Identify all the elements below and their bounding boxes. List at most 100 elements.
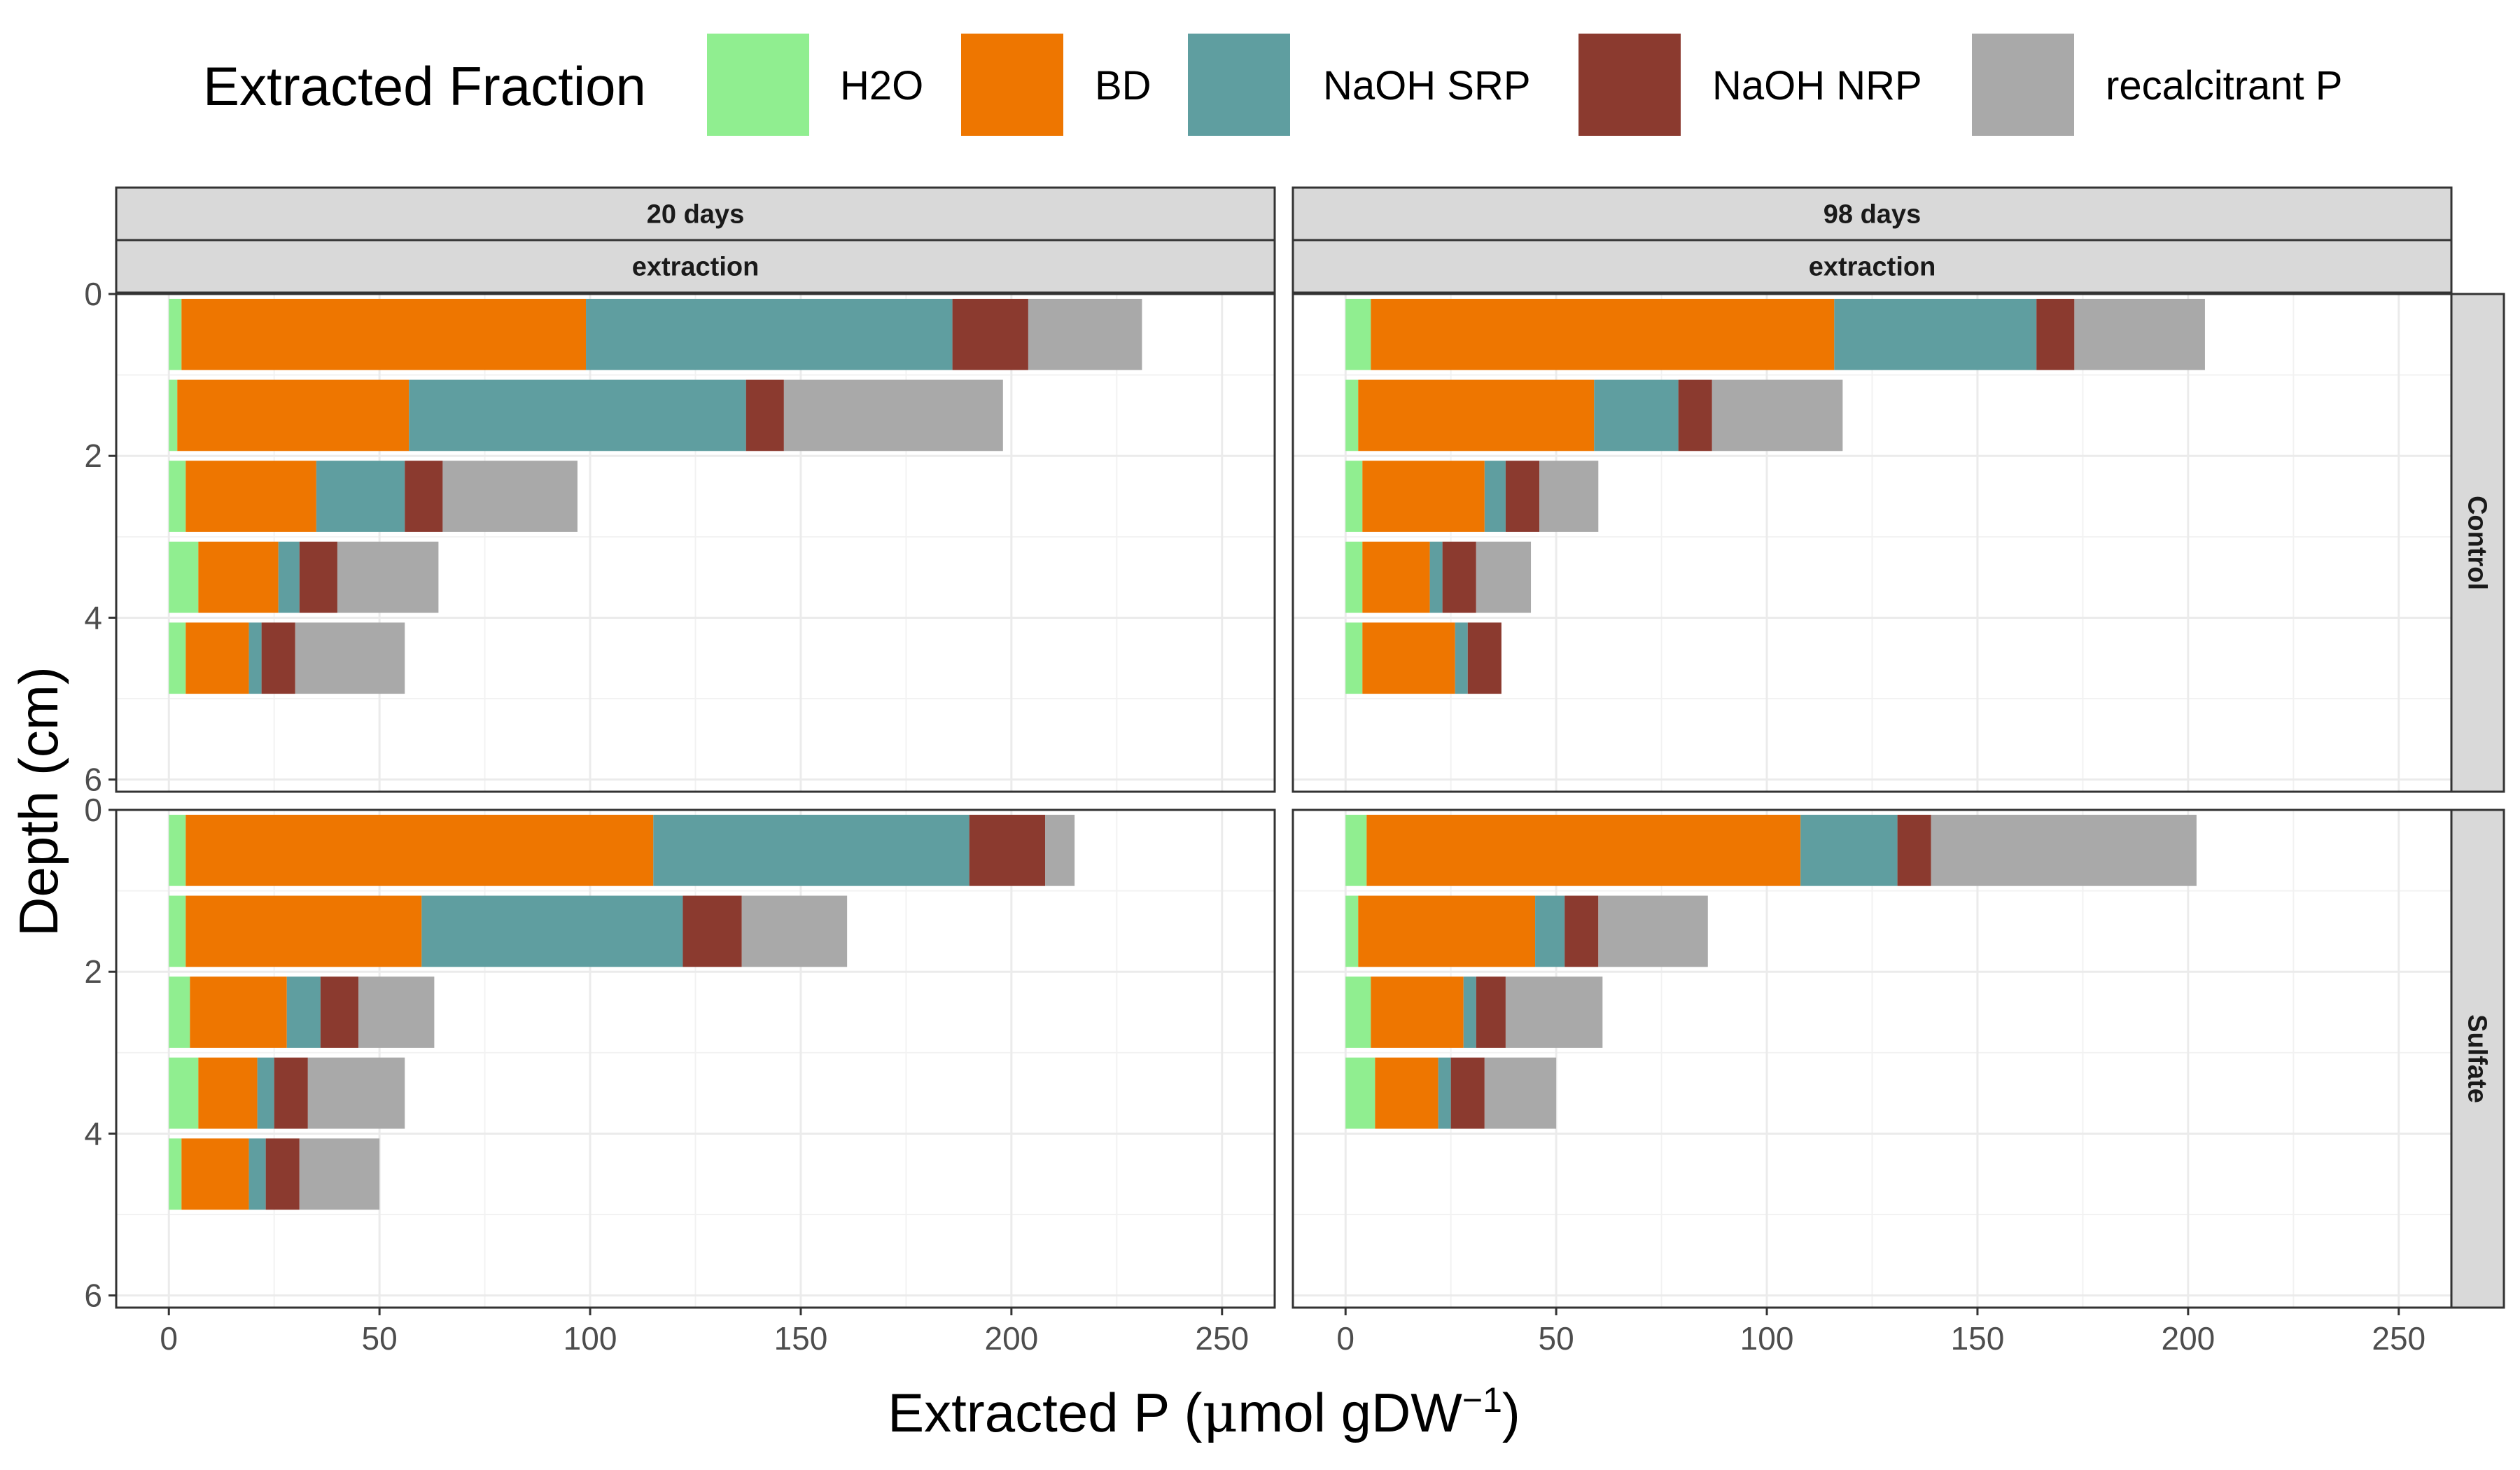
bar-segment-naoh-nrp-d1 <box>1678 379 1712 451</box>
bar-segment-h2o-d1 <box>169 379 178 451</box>
x-axis-title-main: Extracted P ( <box>888 1382 1202 1443</box>
y-tick-label: 4 <box>84 1115 102 1152</box>
bar-segment-h2o-d0 <box>1345 298 1371 370</box>
bar-segment-bd-d1 <box>177 379 410 451</box>
bar-segment-naoh-nrp-d4 <box>1467 622 1502 694</box>
bar-segment-naoh-srp-d2 <box>316 461 405 532</box>
bar-segment-bd-d2 <box>186 461 316 532</box>
bar-segment-naoh-srp-d2 <box>1484 461 1506 532</box>
strip-row-0 <box>2450 293 2505 793</box>
strip-col-0-label: 20 days <box>647 200 744 230</box>
bar-segment-h2o-d3 <box>169 1057 199 1129</box>
panel-0 <box>115 293 1276 793</box>
bar-segment-naoh-nrp-d2 <box>1505 461 1540 532</box>
bar-segment-bd-d2 <box>1362 461 1485 532</box>
bar-segment-naoh-nrp-d4 <box>261 622 295 694</box>
bar-segment-bd-d0 <box>181 298 587 370</box>
strip-extraction-1-label: extraction <box>1809 253 1936 282</box>
x-tick-label: 150 <box>774 1320 828 1357</box>
legend-title: Extracted Fraction <box>203 55 646 117</box>
y-tick-label: 4 <box>84 599 102 636</box>
x-tick-label: 200 <box>2161 1320 2215 1357</box>
bar-segment-naoh-nrp-d0 <box>952 298 1028 370</box>
bar-segment-recalcitrant-p-d1 <box>1712 379 1843 451</box>
y-tick-label: 2 <box>84 953 102 990</box>
legend-label-2: NaOH SRP <box>1323 63 1531 108</box>
bar-segment-naoh-nrp-d3 <box>1450 1057 1485 1129</box>
bar-segment-h2o-d0 <box>169 814 186 886</box>
legend-label-1: BD <box>1095 63 1152 108</box>
bar-segment-naoh-srp-d3 <box>1438 1057 1451 1129</box>
bar-segment-bd-d3 <box>198 541 279 613</box>
bar-segment-bd-d2 <box>190 976 287 1048</box>
bar-segment-naoh-srp-d1 <box>1594 379 1679 451</box>
strip-col-0 <box>115 186 1276 241</box>
bar-segment-h2o-d4 <box>1345 622 1363 694</box>
bar-segment-recalcitrant-p-d2 <box>1539 461 1599 532</box>
legend: Extracted Fraction H2O BD NaOH SRP NaOH NRP… <box>203 34 2342 136</box>
bar-segment-naoh-srp-d1 <box>409 379 746 451</box>
panel-border <box>115 293 1276 793</box>
strip-col-1-label: 98 days <box>1823 200 1921 230</box>
bar-segment-h2o-d0 <box>169 298 182 370</box>
x-tick-label: 150 <box>1951 1320 2005 1357</box>
bar-segment-h2o-d2 <box>169 461 186 532</box>
panel-border <box>115 808 1276 1309</box>
bar-segment-naoh-srp-d2 <box>1463 976 1476 1048</box>
bar-segment-naoh-srp-d3 <box>278 541 300 613</box>
strip-row-1-label: Sulfate <box>2463 1014 2492 1103</box>
x-tick-label: 200 <box>984 1320 1038 1357</box>
bar-segment-bd-d1 <box>1358 895 1536 967</box>
bar-segment-naoh-srp-d3 <box>1429 541 1443 613</box>
x-axis-title-mu: μ <box>1203 1382 1238 1445</box>
strip-col-1 <box>1292 186 2453 241</box>
x-tick-label: 100 <box>1740 1320 1794 1357</box>
x-tick-label: 50 <box>1539 1320 1574 1357</box>
y-tick-label: 6 <box>84 1278 102 1314</box>
x-tick-label: 250 <box>1195 1320 1249 1357</box>
legend-swatch-2 <box>1188 34 1290 136</box>
bar-segment-naoh-nrp-d0 <box>1897 814 1931 886</box>
bar-segment-bd-d1 <box>1358 379 1595 451</box>
bar-segment-recalcitrant-p-d2 <box>358 976 435 1048</box>
bar-segment-bd-d3 <box>1362 541 1430 613</box>
x-tick-label: 0 <box>1336 1320 1354 1357</box>
bar-segment-naoh-nrp-d0 <box>2036 298 2075 370</box>
bar-segment-recalcitrant-p-d1 <box>783 379 1003 451</box>
bar-segment-naoh-srp-d1 <box>421 895 683 967</box>
bar-segment-naoh-srp-d4 <box>1455 622 1468 694</box>
bar-segment-naoh-nrp-d3 <box>1442 541 1476 613</box>
bar-segment-h2o-d3 <box>1345 541 1363 613</box>
strip-row-0-label: Control <box>2463 496 2492 590</box>
bar-segment-bd-d2 <box>1371 976 1464 1048</box>
bar-segment-naoh-srp-d1 <box>1535 895 1565 967</box>
bar-segment-bd-d4 <box>1362 622 1455 694</box>
bar-segment-bd-d3 <box>1375 1057 1438 1129</box>
bar-segment-recalcitrant-p-d0 <box>1028 298 1142 370</box>
bar-segment-naoh-srp-d4 <box>248 1138 266 1210</box>
bar-segment-recalcitrant-p-d3 <box>1476 541 1532 613</box>
x-tick-label: 250 <box>2372 1320 2426 1357</box>
bar-segment-bd-d0 <box>1371 298 1835 370</box>
bar-segment-h2o-d2 <box>1345 461 1363 532</box>
bar-segment-naoh-nrp-d2 <box>320 976 359 1048</box>
strip-extraction-0-label: extraction <box>632 253 760 282</box>
bar-segment-recalcitrant-p-d0 <box>1931 814 2197 886</box>
x-axis-title-close: ) <box>1502 1382 1520 1443</box>
bar-segment-h2o-d4 <box>169 622 186 694</box>
x-axis-title-unit: mol gDW <box>1238 1382 1462 1443</box>
x-axis-title-superscript: −1 <box>1462 1380 1502 1420</box>
bar-segment-bd-d0 <box>1366 814 1801 886</box>
bar-segment-naoh-nrp-d0 <box>969 814 1046 886</box>
panel-1 <box>1292 293 2453 793</box>
bar-segment-h2o-d4 <box>169 1138 182 1210</box>
bar-segment-naoh-nrp-d3 <box>274 1057 308 1129</box>
bar-segment-recalcitrant-p-d4 <box>295 622 405 694</box>
bar-segment-naoh-nrp-d1 <box>746 379 784 451</box>
bar-segment-recalcitrant-p-d4 <box>299 1138 380 1210</box>
y-tick-label: 2 <box>84 438 102 474</box>
bar-segment-recalcitrant-p-d1 <box>1598 895 1708 967</box>
bar-segment-naoh-nrp-d2 <box>405 461 443 532</box>
